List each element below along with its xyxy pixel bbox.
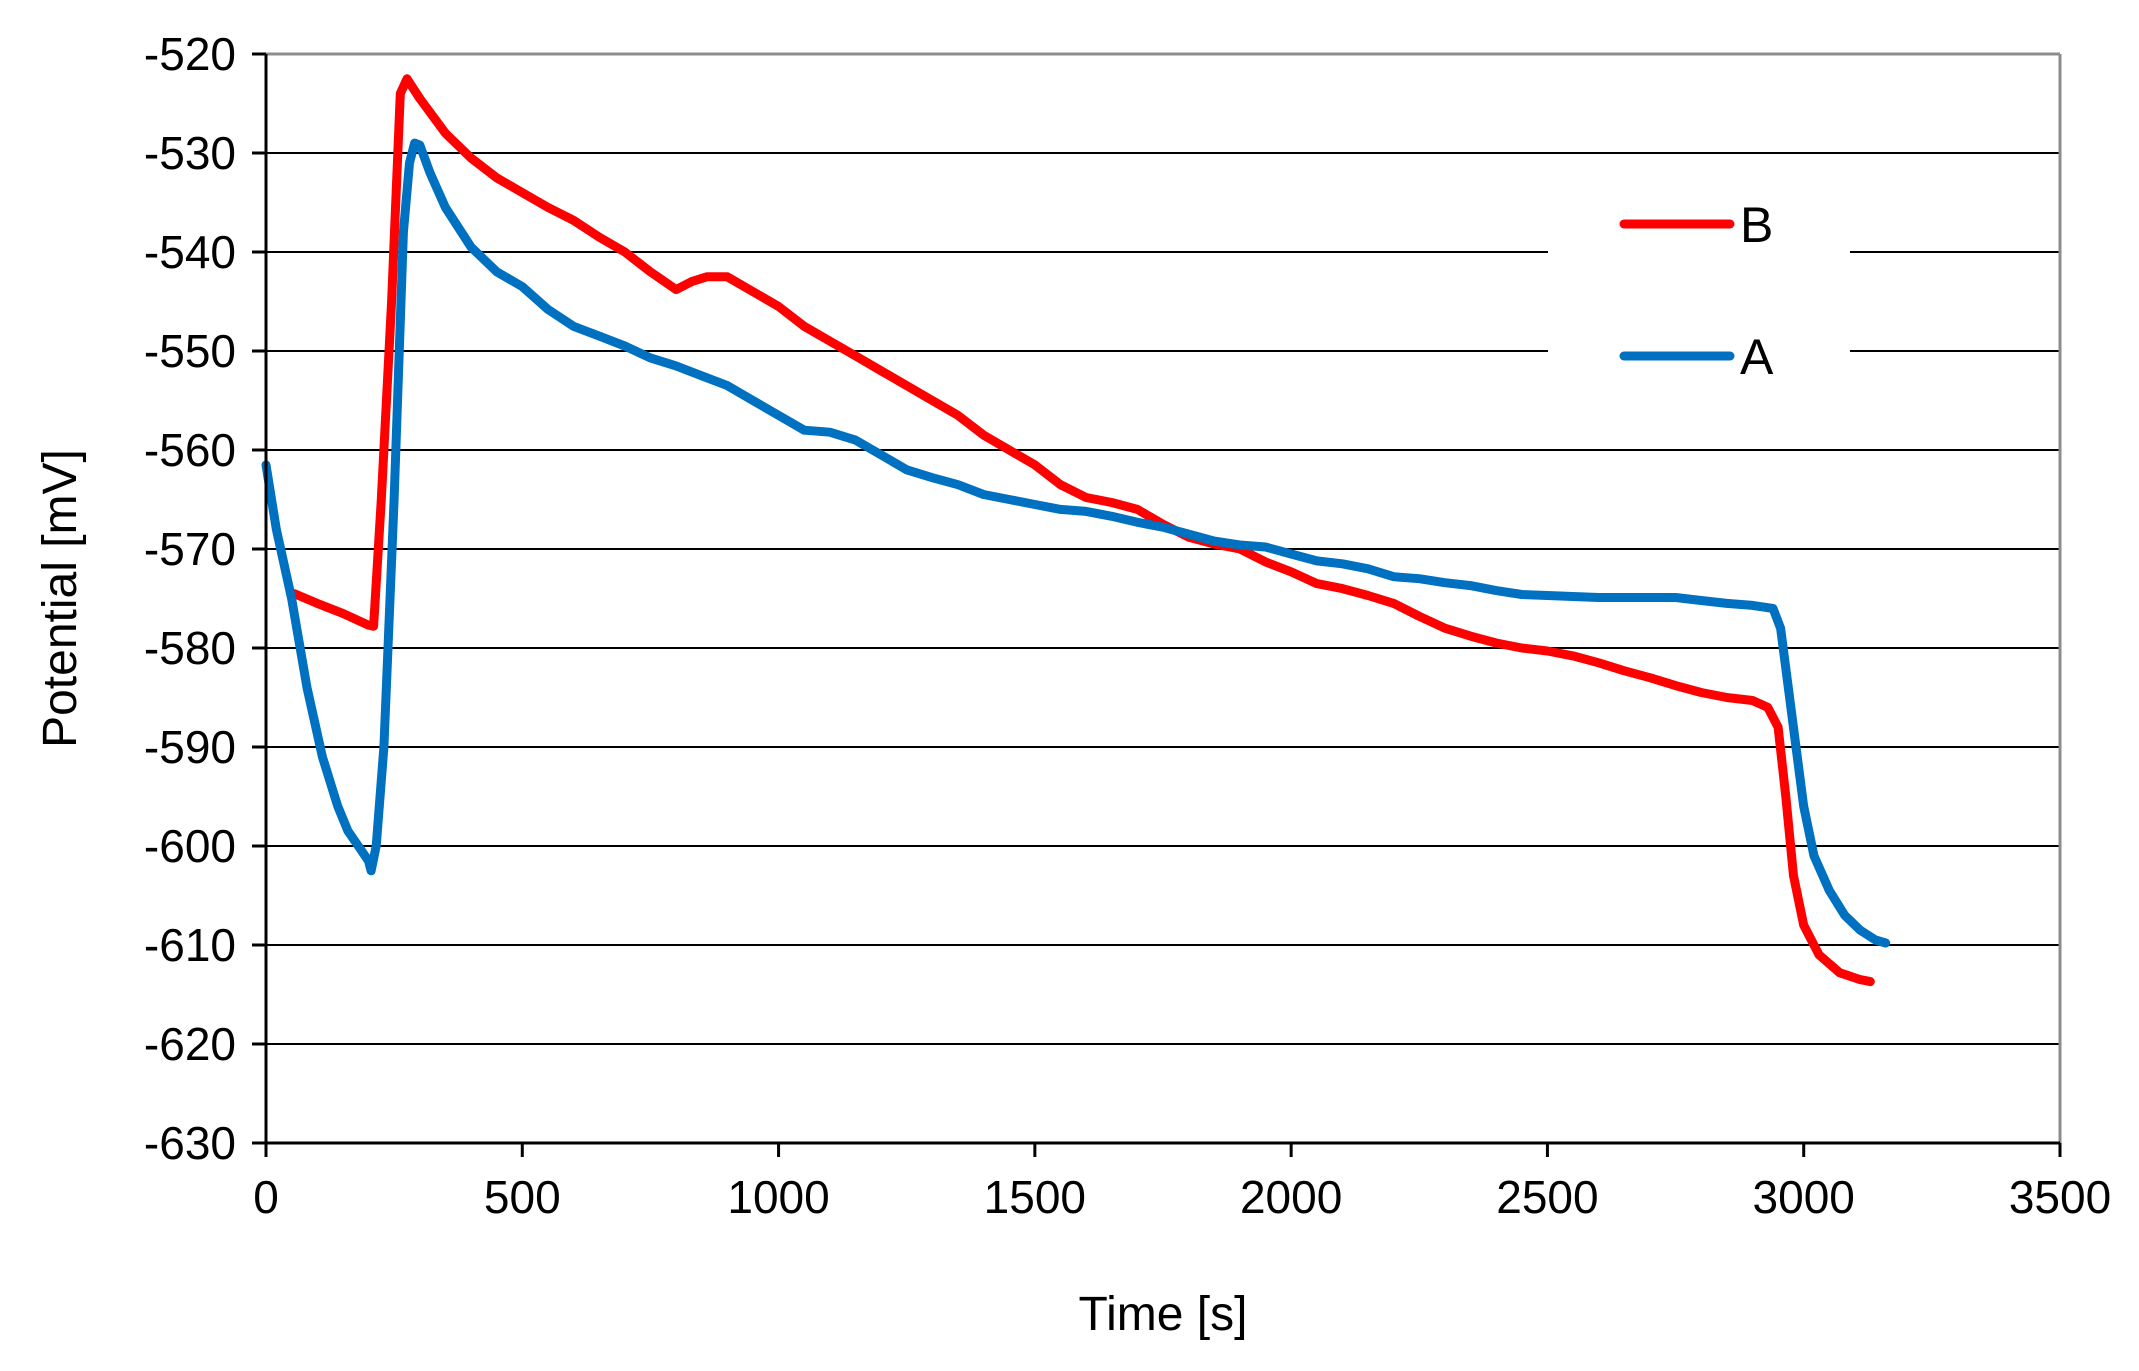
series-line-b (289, 74, 1875, 987)
y-tick-label: -590 (144, 721, 236, 773)
x-tick-label: 1500 (984, 1171, 1086, 1223)
gridlines (266, 53, 2060, 1144)
legend: BA (1619, 197, 1774, 385)
y-tick-label: -610 (144, 919, 236, 971)
y-tick-label: -580 (144, 622, 236, 674)
y-tick-label: -620 (144, 1018, 236, 1070)
x-tick-label: 2000 (1240, 1171, 1342, 1223)
x-tick-label: 3500 (2009, 1171, 2111, 1223)
y-tick-label: -540 (144, 226, 236, 278)
y-tick-label: -520 (144, 28, 236, 80)
axes: -520 -530 -540 -550 -560 -570 -580 -590 -600 -610… (144, 28, 2111, 1223)
x-axis-title: Time [s] (1079, 1288, 1248, 1341)
y-tick-label: -630 (144, 1117, 236, 1169)
y-tick-label: -550 (144, 325, 236, 377)
series-lines (261, 74, 1891, 987)
series-line-a (261, 138, 1891, 948)
legend-label-a: A (1740, 329, 1774, 385)
y-axis-title: Potential [mV] (34, 449, 87, 748)
x-tick-label: 3000 (1753, 1171, 1855, 1223)
y-tick-label: -560 (144, 424, 236, 476)
y-tick-label: -570 (144, 523, 236, 575)
x-tick-label: 500 (484, 1171, 561, 1223)
x-tick-label: 2500 (1496, 1171, 1598, 1223)
x-tick-label: 1000 (727, 1171, 829, 1223)
legend-label-b: B (1740, 197, 1773, 253)
x-tick-label: 0 (253, 1171, 279, 1223)
y-tick-label: -530 (144, 127, 236, 179)
y-tick-label: -600 (144, 820, 236, 872)
